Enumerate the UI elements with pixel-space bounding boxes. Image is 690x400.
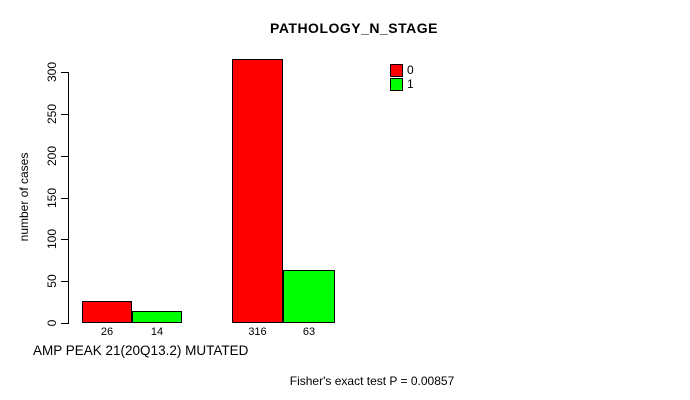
bar-value-label: 14 [150,326,164,338]
bar-value-label: 26 [100,326,114,338]
y-tick-label: 200 [45,145,59,167]
legend-entry: 0 [390,64,414,77]
bar-series-1-group-1 [132,311,182,323]
y-tick-label: 100 [45,228,59,250]
legend-swatch [390,78,403,91]
y-axis-title: number of cases [17,152,31,242]
legend-label: 0 [407,63,414,77]
y-tick-label: 300 [45,61,59,83]
bar-series-0-group-1 [82,301,132,323]
legend-swatch [390,64,403,77]
y-tick [61,72,68,73]
legend-entry: 1 [390,78,414,91]
y-tick [61,323,68,324]
y-tick [61,156,68,157]
y-tick [61,198,68,199]
bar-value-label: 316 [248,326,267,338]
legend-label: 1 [407,77,414,91]
y-axis-line [68,72,69,324]
x-axis-label: AMP PEAK 21(20Q13.2) MUTATED [33,343,249,358]
y-tick-label: 0 [45,319,59,327]
y-tick [61,281,68,282]
y-tick [61,114,68,115]
y-tick-label: 50 [45,274,59,288]
bar-series-0-group-2 [232,59,283,323]
bar-series-1-group-2 [283,270,335,323]
y-tick-label: 250 [45,103,59,125]
bar-value-label: 63 [302,326,316,338]
y-tick-label: 150 [45,187,59,209]
y-tick [61,239,68,240]
chart-title: PATHOLOGY_N_STAGE [270,20,438,36]
fisher-test-annotation: Fisher's exact test P = 0.00857 [289,374,455,388]
